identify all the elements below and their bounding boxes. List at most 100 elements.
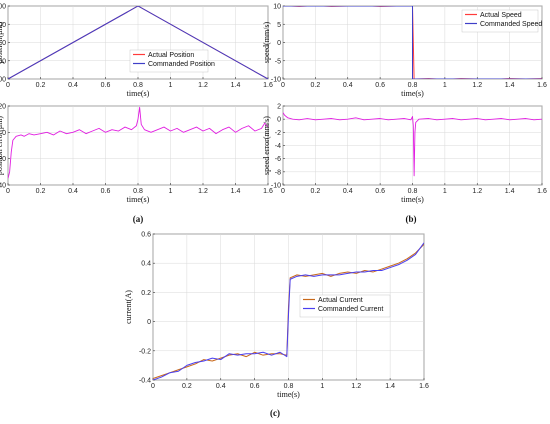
x-tick-label: 0.6 [101,188,111,195]
position-error-chart: 0 0.2 0.4 0.6 0.8 1 1.2 1.4 1.6 -40 -20 0 20 time(s) p… [0,104,273,205]
series-line-commanded-speed [283,6,542,79]
x-axis-label: time(s) [401,195,424,204]
panel-label-a: (a) [133,214,144,224]
x-axis-label: time(s) [401,89,424,98]
y-tick-label: 10 [273,4,281,11]
speed-chart: 0 0.2 0.4 0.6 0.8 1 1.2 1.4 1.6-10-50510time(s)s… [262,4,547,99]
x-tick-label: 0.2 [182,383,192,390]
x-tick-label: 0.4 [343,188,353,195]
y-tick-label: -4 [275,143,281,150]
y-tick-label: -8 [275,169,281,176]
x-tick-label: 1.6 [537,82,547,89]
x-axis-label: time(s) [127,195,150,204]
y-tick-label: -10 [271,183,281,190]
legend-label: Actual Speed [480,12,522,19]
x-tick-label: 0.6 [250,383,260,390]
y-tick-label: 2 [277,104,281,111]
legend-label: Commanded Current [318,306,383,313]
legend-label: Commanded Position [148,61,215,68]
x-tick-label: 1.4 [231,82,241,89]
speed-error-chart: 0 0.2 0.4 0.6 0.8 1 1.2 1.4 1.6-10-8-6-4-202time… [262,104,547,205]
y-tick-label: -2000 [0,58,6,65]
y-tick-label: -6 [275,156,281,163]
y-axis-label: current(A) [124,290,133,324]
y-tick-label: -40 [0,183,6,190]
x-tick-label: 1 [169,188,173,195]
x-tick-label: 1.2 [198,188,208,195]
y-tick-label: 0 [2,130,6,137]
x-tick-label: 1.4 [231,188,241,195]
x-tick-label: 0.6 [375,82,385,89]
x-tick-label: 1 [443,188,447,195]
x-tick-label: 1.6 [263,188,273,195]
x-tick-label: 0.8 [284,383,294,390]
x-tick-label: 1.4 [385,383,395,390]
x-tick-label: 0.8 [133,82,143,89]
y-tick-label: 0 [277,40,281,47]
x-tick-label: 1.2 [472,188,482,195]
x-tick-label: 1.2 [472,82,482,89]
y-tick-label: 0.4 [141,261,151,268]
legend-box [461,9,539,33]
legend-box [129,49,209,73]
x-axis-label: time(s) [277,390,300,399]
x-tick-label: 1.2 [351,383,361,390]
x-tick-label: 0 [151,383,155,390]
x-tick-label: 0.2 [311,188,321,195]
series-line-commanded-position [8,6,268,79]
y-tick-label: -0.4 [139,378,151,385]
y-tick-label: 0 [147,319,151,326]
legend-label: Actual Position [148,52,194,59]
y-tick-label: 5 [277,22,281,29]
y-tick-label: 4000 [0,4,6,11]
x-tick-label: 1.6 [263,82,273,89]
x-tick-label: 0.8 [408,188,418,195]
x-tick-label: 1 [169,82,173,89]
x-axis-label: time(s) [127,89,150,98]
y-tick-label: 20 [0,104,6,111]
y-tick-label: 2000 [0,22,6,29]
series-line-commanded-current [153,242,424,380]
legend-box [299,294,391,318]
x-tick-label: 1.4 [505,82,515,89]
series-line-error [283,112,542,177]
panel-label-b: (b) [406,214,417,224]
x-tick-label: 0 [6,82,10,89]
y-tick-label: -0.2 [139,348,151,355]
y-tick-label: -20 [0,156,6,163]
panel-label-c: (c) [270,408,280,418]
y-tick-label: -2 [275,130,281,137]
series-line-error [8,106,268,179]
y-tick-label: -10 [271,77,281,84]
x-tick-label: 0.4 [68,188,78,195]
x-tick-label: 0.2 [36,82,46,89]
x-tick-label: 1.2 [198,82,208,89]
x-tick-label: 1 [443,82,447,89]
x-tick-label: 0 [281,188,285,195]
x-tick-label: 0.2 [36,188,46,195]
x-tick-label: 1.4 [505,188,515,195]
current-chart: 0 0.2 0.4 0.6 0.8 1 1.2 1.4 1.6 -0.4 -0.2 0 0.2 0.4 0.… [124,232,429,400]
y-tick-label: -4000 [0,77,6,84]
x-tick-label: 0.2 [311,82,321,89]
x-tick-label: 0.6 [101,82,111,89]
x-tick-label: 1.6 [537,188,547,195]
y-axis-label: speed(mm/s) [262,22,271,64]
x-tick-label: 0.8 [133,188,143,195]
y-tick-label: -5 [275,58,281,65]
x-tick-label: 0.4 [68,82,78,89]
x-tick-label: 0 [6,188,10,195]
x-tick-label: 0 [281,82,285,89]
x-tick-label: 0.6 [375,188,385,195]
y-tick-label: 0.2 [141,290,151,297]
legend-label: Actual Current [318,297,363,304]
y-axis-label: position error(μm) [0,116,4,176]
x-tick-label: 1.6 [419,383,429,390]
x-tick-label: 1 [320,383,324,390]
y-axis-label: position(μm) [0,21,4,63]
legend-label: Commanded Speed [480,21,542,28]
x-tick-label: 0.4 [343,82,353,89]
y-tick-label: 0.6 [141,232,151,239]
position-chart: 0 0.2 0.4 0.6 0.8 1 1.2 1.4 1.6 -4000 -2000 0 2000 40… [0,4,273,99]
